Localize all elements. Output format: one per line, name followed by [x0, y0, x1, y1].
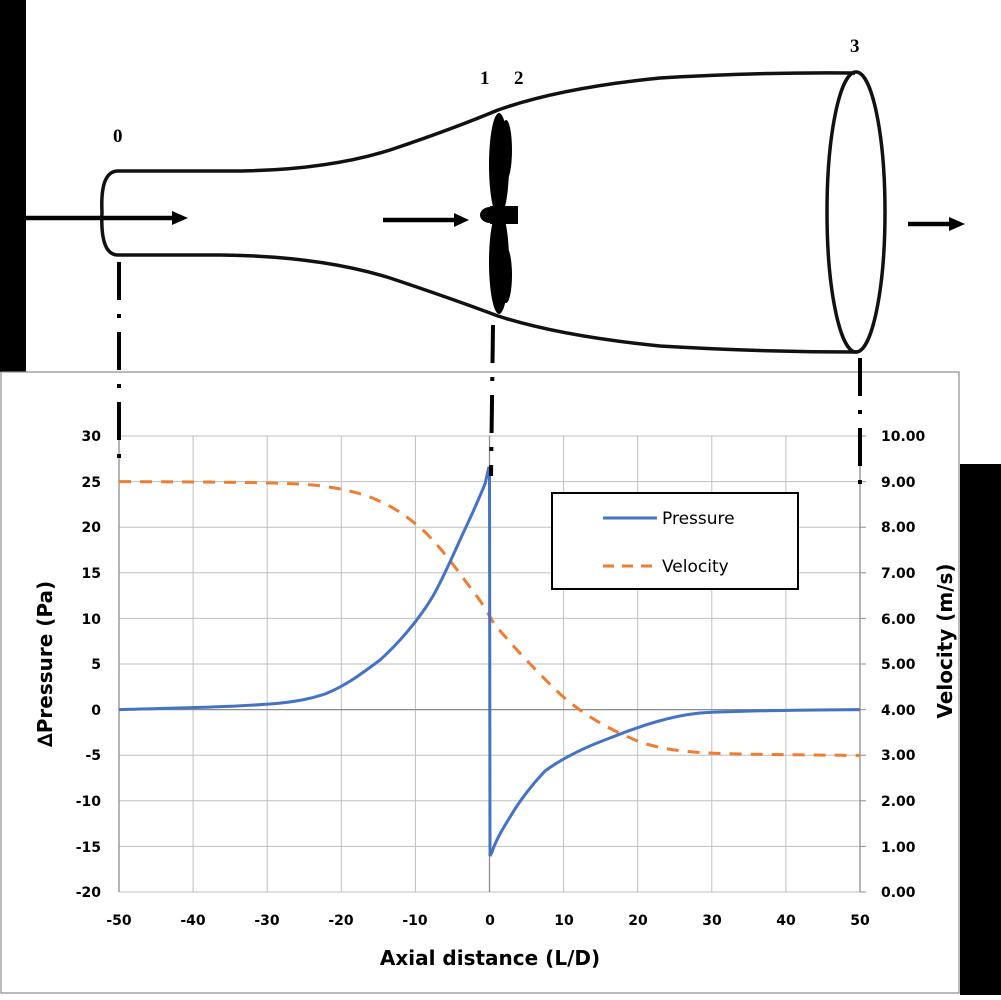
svg-text:9.00: 9.00: [881, 475, 916, 491]
svg-text:7.00: 7.00: [881, 566, 916, 582]
arrow-right-icon: [908, 217, 965, 231]
projection-line-propeller: [489, 324, 495, 477]
svg-text:0: 0: [91, 703, 101, 719]
svg-text:0.00: 0.00: [881, 885, 916, 901]
svg-text:2.00: 2.00: [881, 794, 916, 810]
inlet-rim: [100, 169, 119, 257]
svg-text:15: 15: [82, 566, 101, 582]
right-axis-tick-labels: 10.00 9.00 8.00 7.00 6.00 5.00 4.00 3.00…: [881, 429, 926, 901]
svg-text:8.00: 8.00: [881, 520, 916, 536]
svg-text:-10: -10: [76, 794, 102, 810]
outlet-ellipse: [825, 70, 887, 354]
station-label-0: 0: [113, 126, 123, 147]
svg-text:50: 50: [850, 913, 870, 929]
svg-text:3.00: 3.00: [881, 748, 916, 764]
y-axis-title-left: ∆Pressure (Pa): [33, 581, 57, 747]
station-label-3: 3: [850, 36, 860, 57]
velocity-series-line: [118, 480, 861, 757]
left-black-bar: [0, 0, 26, 372]
svg-text:-5: -5: [85, 748, 101, 764]
flow-arrows: [26, 211, 965, 231]
legend-velocity-label: Velocity: [662, 557, 729, 577]
svg-text:25: 25: [82, 475, 101, 491]
svg-text:-40: -40: [180, 913, 206, 929]
right-axis-ticks: [860, 435, 866, 893]
chart-legend: Pressure Velocity: [551, 492, 799, 590]
svg-text:-30: -30: [254, 913, 280, 929]
svg-text:-20: -20: [76, 885, 102, 901]
pressure-series-line: [118, 466, 861, 857]
svg-text:30: 30: [702, 913, 722, 929]
svg-text:0: 0: [485, 913, 495, 929]
station-label-2: 2: [514, 68, 524, 89]
duct-bottom-wall: [118, 253, 858, 354]
arrow-right-icon: [383, 213, 469, 227]
svg-text:10.00: 10.00: [881, 429, 926, 445]
right-black-bar: [960, 464, 1001, 995]
x-axis-tick-labels: -50 -40 -30 -20 -10 0 10 20 30 40 50: [106, 913, 870, 929]
svg-text:20: 20: [82, 520, 102, 536]
svg-text:-10: -10: [402, 913, 428, 929]
svg-text:6.00: 6.00: [881, 612, 916, 628]
y-axis-title-right: Velocity (m/s): [933, 563, 957, 718]
svg-text:-50: -50: [106, 913, 132, 929]
duct-top-wall: [118, 71, 856, 173]
left-axis-tick-labels: 30 25 20 15 10 5 0 -5 -10 -15 -20: [76, 429, 102, 901]
svg-text:10: 10: [82, 612, 102, 628]
svg-text:4.00: 4.00: [881, 703, 916, 719]
projection-lines: [117, 262, 862, 492]
svg-text:-15: -15: [76, 840, 101, 856]
duct-schematic: [100, 70, 887, 354]
legend-pressure-label: Pressure: [662, 509, 735, 529]
propeller-icon: [480, 113, 518, 314]
svg-text:5: 5: [91, 657, 101, 673]
svg-text:20: 20: [628, 913, 648, 929]
svg-text:10: 10: [554, 913, 574, 929]
svg-text:30: 30: [82, 429, 102, 445]
arrow-right-icon: [26, 211, 188, 225]
x-axis-title: Axial distance (L/D): [380, 946, 600, 970]
station-label-1: 1: [480, 68, 490, 89]
svg-text:5.00: 5.00: [881, 657, 916, 673]
svg-text:40: 40: [776, 913, 796, 929]
svg-text:1.00: 1.00: [881, 840, 916, 856]
chart-frame: [0, 371, 960, 994]
svg-text:-20: -20: [328, 913, 354, 929]
